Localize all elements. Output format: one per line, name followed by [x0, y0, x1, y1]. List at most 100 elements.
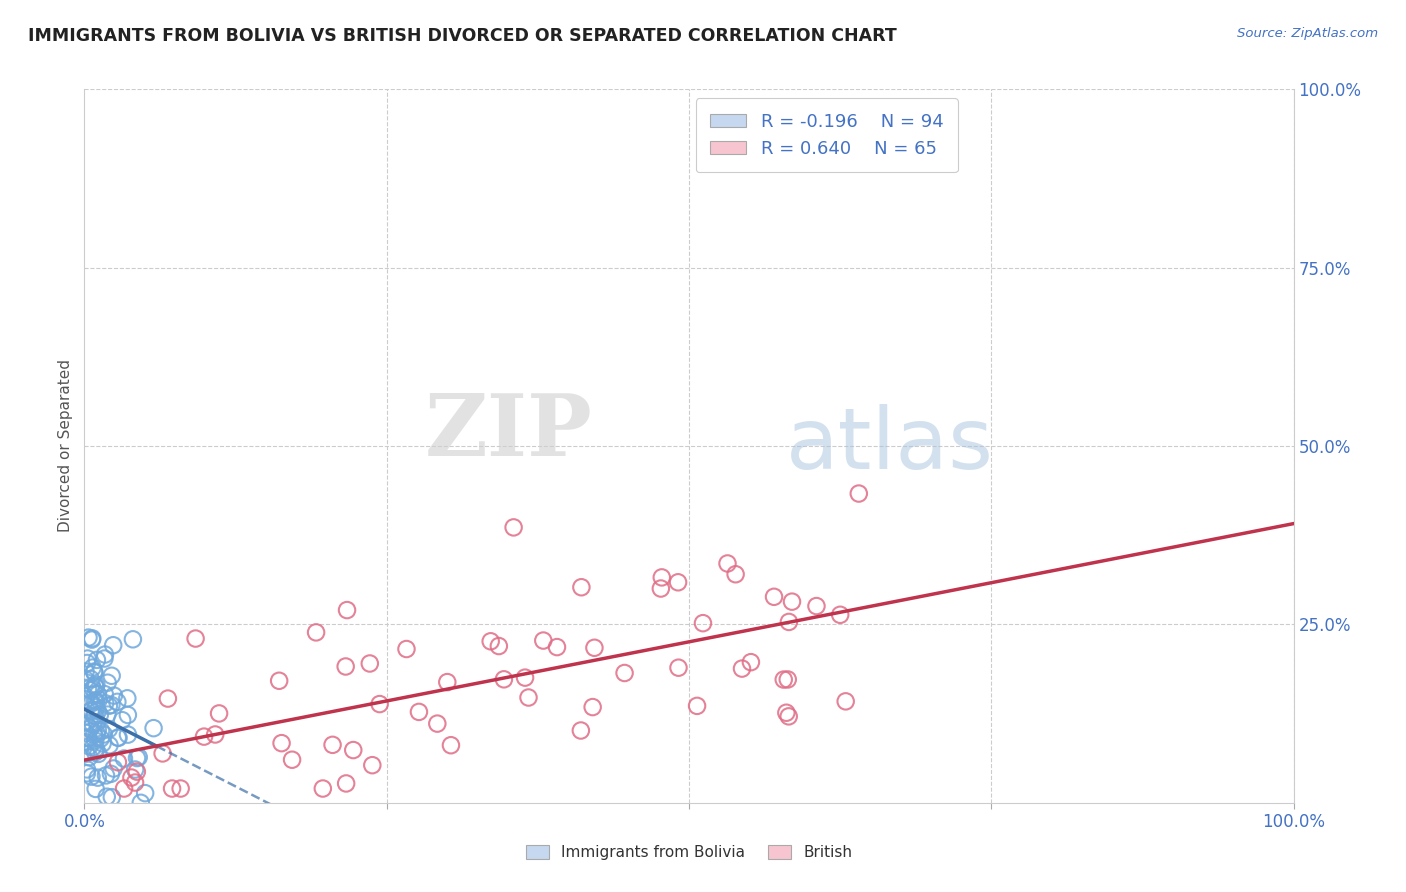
- Point: [107, 731, 129, 745]
- Point: [77, 750, 100, 764]
- Point: [731, 662, 754, 676]
- Point: [305, 625, 328, 640]
- Point: [80, 770, 103, 784]
- Point: [75, 726, 97, 740]
- Point: [80, 672, 103, 686]
- Point: [103, 689, 125, 703]
- Point: [84, 680, 107, 694]
- Point: [775, 706, 797, 720]
- Point: [100, 698, 122, 712]
- Point: [724, 567, 747, 582]
- Point: [193, 730, 215, 744]
- Point: [112, 751, 135, 765]
- Point: [440, 738, 463, 752]
- Point: [772, 673, 794, 687]
- Point: [517, 690, 540, 705]
- Point: [86, 726, 108, 740]
- Point: [80, 703, 103, 717]
- Point: [117, 728, 139, 742]
- Point: [124, 775, 146, 789]
- Point: [583, 640, 606, 655]
- Point: [780, 594, 803, 608]
- Point: [830, 607, 852, 622]
- Point: [101, 790, 124, 805]
- Text: IMMIGRANTS FROM BOLIVIA VS BRITISH DIVORCED OR SEPARATED CORRELATION CHART: IMMIGRANTS FROM BOLIVIA VS BRITISH DIVOR…: [28, 27, 897, 45]
- Point: [96, 707, 118, 722]
- Point: [103, 638, 125, 652]
- Point: [342, 743, 364, 757]
- Point: [86, 715, 108, 730]
- Point: [107, 755, 129, 769]
- Point: [75, 673, 97, 687]
- Point: [513, 671, 536, 685]
- Point: [83, 709, 105, 723]
- Point: [77, 681, 100, 696]
- Point: [100, 767, 122, 781]
- Text: ZIP: ZIP: [425, 390, 592, 474]
- Point: [83, 665, 105, 679]
- Point: [668, 661, 690, 675]
- Point: [94, 648, 117, 662]
- Point: [848, 486, 870, 500]
- Point: [75, 665, 97, 679]
- Point: [82, 717, 104, 731]
- Point: [776, 673, 799, 687]
- Point: [83, 728, 105, 742]
- Point: [479, 634, 502, 648]
- Point: [98, 738, 121, 752]
- Point: [80, 697, 103, 711]
- Point: [134, 786, 156, 800]
- Point: [184, 632, 207, 646]
- Point: [82, 632, 104, 646]
- Point: [128, 750, 150, 764]
- Point: [86, 678, 108, 692]
- Point: [740, 655, 762, 669]
- Point: [569, 723, 592, 738]
- Point: [571, 580, 593, 594]
- Point: [76, 651, 98, 665]
- Point: [426, 716, 449, 731]
- Point: [692, 616, 714, 631]
- Point: [160, 781, 183, 796]
- Point: [395, 642, 418, 657]
- Point: [84, 733, 107, 747]
- Point: [77, 739, 100, 754]
- Point: [546, 640, 568, 654]
- Point: [76, 763, 98, 777]
- Point: [87, 723, 110, 737]
- Point: [87, 704, 110, 718]
- Point: [335, 659, 357, 673]
- Point: [75, 692, 97, 706]
- Point: [112, 781, 135, 796]
- Point: [79, 704, 101, 718]
- Point: [125, 764, 148, 779]
- Point: [361, 758, 384, 772]
- Point: [93, 727, 115, 741]
- Point: [84, 687, 107, 701]
- Point: [97, 698, 120, 713]
- Point: [686, 698, 709, 713]
- Point: [90, 723, 112, 738]
- Point: [83, 679, 105, 693]
- Point: [75, 709, 97, 723]
- Point: [269, 673, 291, 688]
- Y-axis label: Divorced or Separated: Divorced or Separated: [58, 359, 73, 533]
- Point: [778, 615, 800, 629]
- Point: [281, 753, 304, 767]
- Point: [312, 781, 335, 796]
- Text: atlas: atlas: [786, 404, 994, 488]
- Point: [97, 722, 120, 736]
- Point: [79, 716, 101, 731]
- Point: [335, 776, 357, 790]
- Point: [75, 735, 97, 749]
- Point: [96, 789, 118, 804]
- Point: [107, 731, 129, 745]
- Point: [97, 675, 120, 690]
- Point: [82, 660, 104, 674]
- Point: [84, 694, 107, 708]
- Point: [651, 570, 673, 584]
- Point: [763, 590, 786, 604]
- Point: [94, 768, 117, 782]
- Point: [582, 700, 605, 714]
- Point: [94, 696, 117, 710]
